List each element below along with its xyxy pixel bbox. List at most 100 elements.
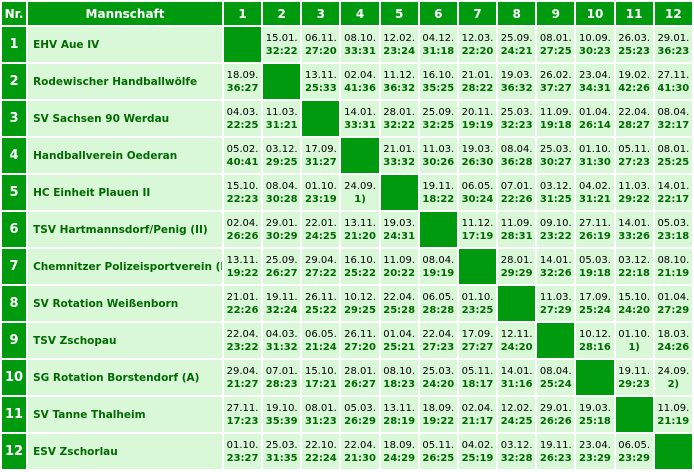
row-number: 4 bbox=[2, 138, 27, 173]
match-result: 36:27 bbox=[226, 82, 259, 94]
match-cell: 21.01. 28:22 bbox=[458, 64, 497, 99]
self-match-cell bbox=[380, 175, 418, 210]
match-cell: 13.11. 21:20 bbox=[341, 212, 379, 247]
match-cell: 06.11. 27:20 bbox=[302, 27, 340, 62]
match-cell: 14.01. 22:17 bbox=[654, 175, 692, 210]
match-date: 29.01. bbox=[265, 217, 298, 229]
match-cell: 27.11. 41:30 bbox=[654, 64, 692, 99]
match-cell: 25.09. 26:27 bbox=[263, 249, 301, 284]
match-cell: 11.03. 27:29 bbox=[537, 286, 575, 321]
match-cell: 17.09. 27:27 bbox=[458, 323, 497, 358]
match-result: 26:19 bbox=[579, 230, 611, 242]
match-cell: 07.01. 22:26 bbox=[498, 175, 536, 210]
match-date: 18.09. bbox=[226, 69, 259, 81]
match-cell: 06.05. 30:24 bbox=[458, 175, 497, 210]
match-date: 19.03. bbox=[500, 69, 533, 81]
match-result: 24:31 bbox=[383, 230, 416, 242]
match-date: 04.02. bbox=[461, 439, 494, 451]
match-result: 1) bbox=[354, 193, 366, 205]
match-cell: 01.10. 1) bbox=[615, 323, 653, 358]
match-result: 21:30 bbox=[344, 452, 376, 464]
match-result: 32:26 bbox=[539, 267, 572, 279]
match-result: 24:29 bbox=[383, 452, 416, 464]
match-cell: 10.12. 28:16 bbox=[576, 323, 614, 358]
match-date: 23.04. bbox=[579, 439, 611, 451]
match-cell: 10.09. 30:23 bbox=[576, 27, 614, 62]
match-result: 30:29 bbox=[265, 230, 298, 242]
match-cell: 08.10. 21:19 bbox=[654, 249, 692, 284]
match-cell: 25.03. 24:20 bbox=[419, 360, 457, 395]
match-date: 07.01. bbox=[265, 365, 298, 377]
match-date: 08.04. bbox=[265, 180, 298, 192]
match-date: 06.05. bbox=[461, 180, 494, 192]
match-cell: 29.04. 27:22 bbox=[302, 249, 340, 284]
match-cell: 21.01. 22:26 bbox=[223, 286, 262, 321]
match-cell: 01.04. 27:29 bbox=[654, 286, 692, 321]
match-cell: 08.04. 36:28 bbox=[498, 138, 536, 173]
match-result: 31:25 bbox=[539, 193, 572, 205]
match-date: 26.03. bbox=[618, 32, 651, 44]
match-result: 26:25 bbox=[422, 452, 455, 464]
row-number: 10 bbox=[2, 360, 27, 395]
match-cell: 05.03. 23:18 bbox=[654, 212, 692, 247]
match-result: 41:36 bbox=[344, 82, 376, 94]
match-result: 25:28 bbox=[383, 304, 416, 316]
match-cell: 12.11. 24:20 bbox=[498, 323, 536, 358]
match-result: 36:32 bbox=[383, 82, 416, 94]
match-date: 01.04. bbox=[657, 291, 690, 303]
match-result: 32:25 bbox=[422, 119, 455, 131]
match-result: 24:25 bbox=[500, 415, 533, 427]
match-date: 17.09. bbox=[461, 328, 494, 340]
match-cell: 14.01. 31:16 bbox=[498, 360, 536, 395]
match-result: 25:24 bbox=[539, 378, 572, 390]
match-date: 02.04. bbox=[226, 217, 259, 229]
match-date: 17.09. bbox=[579, 291, 611, 303]
match-date: 12.03. bbox=[461, 32, 494, 44]
match-result: 28:27 bbox=[618, 119, 651, 131]
match-cell: 01.10. 23:27 bbox=[223, 434, 262, 469]
team-name: ESV Zschorlau bbox=[28, 434, 222, 469]
match-cell: 15.10. 22:23 bbox=[223, 175, 262, 210]
match-result: 27:20 bbox=[304, 45, 337, 57]
match-cell: 24.09. 2) bbox=[654, 360, 692, 395]
row-number: 5 bbox=[2, 175, 27, 210]
match-cell: 04.12. 31:18 bbox=[419, 27, 457, 62]
match-cell: 29.01. 30:29 bbox=[263, 212, 301, 247]
match-cell: 03.12. 31:25 bbox=[537, 175, 575, 210]
match-cell: 11.12. 17:19 bbox=[458, 212, 497, 247]
match-cell: 08.04. 32:17 bbox=[654, 101, 692, 136]
match-result: 27:23 bbox=[422, 341, 455, 353]
match-result: 19:19 bbox=[422, 267, 455, 279]
match-cell: 05.11. 26:25 bbox=[419, 434, 457, 469]
table-row: 2 Rodewischer Handballwölfe 18.09. 36:27 13.… bbox=[2, 64, 692, 99]
table-row: 1 EHV Aue IV 15.01. 32:22 06.11. 27:20 08.10. 3… bbox=[2, 27, 692, 62]
match-result: 26:26 bbox=[226, 230, 259, 242]
match-cell: 01.10. 31:30 bbox=[576, 138, 614, 173]
match-cell: 02.04. 21:17 bbox=[458, 397, 497, 432]
match-date: 28.01. bbox=[344, 365, 376, 377]
match-cell: 08.10. 33:31 bbox=[341, 27, 379, 62]
match-cell: 05.03. 26:29 bbox=[341, 397, 379, 432]
header-col-10: 10 bbox=[576, 2, 614, 25]
match-cell: 25.03. 30:27 bbox=[537, 138, 575, 173]
match-date: 11.03. bbox=[422, 143, 455, 155]
match-date: 19.03. bbox=[461, 143, 494, 155]
match-cell: 28.01. 26:27 bbox=[341, 360, 379, 395]
header-col-7: 7 bbox=[458, 2, 497, 25]
match-cell: 08.04. 19:19 bbox=[419, 249, 457, 284]
match-result: 30:24 bbox=[461, 193, 494, 205]
match-cell: 22.04. 23:22 bbox=[223, 323, 262, 358]
match-cell: 01.04. 26:14 bbox=[576, 101, 614, 136]
match-result: 24:20 bbox=[422, 378, 455, 390]
match-result: 31:16 bbox=[500, 378, 533, 390]
match-date: 18.09. bbox=[422, 402, 455, 414]
match-result: 24:20 bbox=[618, 304, 651, 316]
match-cell: 19.03. 36:32 bbox=[498, 64, 536, 99]
match-date: 19.10. bbox=[265, 402, 298, 414]
match-result: 29:29 bbox=[500, 267, 533, 279]
match-date: 02.04. bbox=[344, 69, 376, 81]
row-number: 8 bbox=[2, 286, 27, 321]
match-date: 02.04. bbox=[461, 402, 494, 414]
match-result: 21:24 bbox=[304, 341, 337, 353]
match-cell: 22.04. 21:30 bbox=[341, 434, 379, 469]
